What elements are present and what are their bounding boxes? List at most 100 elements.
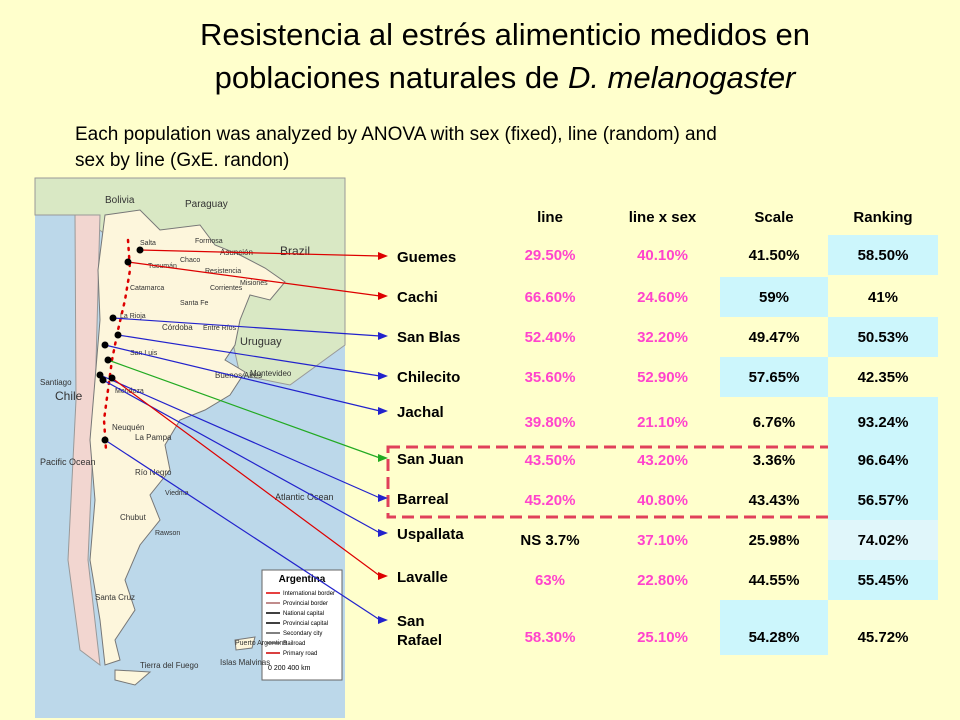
map-label: Formosa	[195, 238, 223, 245]
table-cell: 59%	[720, 277, 828, 317]
table-cell: 63%	[534, 571, 566, 589]
table-cell: 41%	[867, 288, 899, 306]
population-dot	[104, 356, 112, 364]
population-dot	[101, 436, 109, 444]
pointer-head	[378, 252, 388, 260]
row-label: Chilecito	[397, 369, 461, 386]
map-label: Misiones	[240, 280, 268, 287]
map-label: Resistencia	[205, 268, 241, 275]
map-legend-title: Argentina	[279, 574, 326, 585]
table-cell: 40.10%	[637, 246, 688, 264]
map-label: Córdoba	[162, 323, 193, 332]
title-text: poblaciones naturales de	[215, 60, 560, 95]
table-cell: NS 3.7%	[520, 531, 580, 549]
map-label: Santa Cruz	[95, 593, 135, 602]
subtitle: sex by line (GxE. randon)	[75, 150, 289, 171]
legend-item: Secondary city	[283, 631, 322, 637]
table-cell: 22.80%	[637, 571, 688, 589]
table-cell: 32.20%	[637, 328, 688, 346]
map-label: Salta	[140, 240, 156, 247]
row-label: San Rafael	[397, 613, 443, 649]
pointer-line	[117, 334, 381, 377]
table-cell: 29.50%	[524, 246, 576, 264]
map-label: Rawson	[155, 530, 180, 537]
population-dot	[136, 246, 144, 254]
table-cell: 49.47%	[748, 328, 800, 346]
table-cell: 21.10%	[637, 414, 688, 431]
row-label: Guemes	[397, 249, 457, 266]
table-cell: 96.64%	[828, 440, 938, 480]
table-cell: 35.60%	[524, 368, 576, 386]
map-label: Corrientes	[210, 285, 243, 292]
pointer-head	[378, 332, 388, 340]
table-cell: 93.24%	[828, 397, 938, 440]
pointer-line	[99, 374, 381, 499]
table-cell: 45.20%	[524, 491, 576, 509]
table-cell: 24.60%	[637, 288, 688, 306]
map-label: Chubut	[120, 513, 147, 522]
table-cell: 74.02%	[828, 520, 938, 560]
row-label: Cachi	[397, 289, 438, 306]
table-cell: 25.10%	[637, 629, 688, 646]
map-label: Catamarca	[130, 285, 164, 292]
map-label: Chaco	[180, 257, 200, 264]
sample-route	[102, 238, 132, 452]
row-label: Jachal	[397, 404, 444, 421]
map-label: Neuquén	[112, 423, 144, 432]
column-header: Ranking	[853, 209, 913, 226]
column-header: line x sex	[628, 209, 697, 226]
map-label: Islas Malvinas	[220, 658, 270, 667]
table-cell: 39.80%	[524, 414, 576, 431]
table-cell: 41.50%	[748, 246, 800, 264]
map-label: San Luis	[130, 350, 158, 357]
legend-item: Railroad	[283, 641, 305, 647]
map-label: Chile	[55, 389, 83, 403]
population-dot	[114, 331, 122, 339]
table-cell: 45.72%	[857, 629, 909, 646]
table-cell: 52.90%	[637, 368, 688, 386]
map-label: Montevideo	[250, 369, 292, 378]
population-dot	[101, 341, 109, 349]
pointer-line	[104, 439, 381, 621]
map-label: Uruguay	[240, 336, 282, 348]
population-dot	[108, 374, 116, 382]
table-cell: 43.50%	[524, 451, 576, 469]
population-dot	[109, 314, 117, 322]
legend-item: National capital	[283, 611, 324, 617]
malvinas	[234, 636, 256, 651]
map-label: La Rioja	[120, 313, 146, 320]
tierra-del-fuego	[114, 669, 152, 686]
title-line2: poblaciones naturales de D. melanogaster	[215, 60, 797, 95]
table-cell: 52.40%	[524, 328, 576, 346]
pointer-head	[378, 372, 388, 380]
pointer-line	[112, 317, 381, 337]
table-cell: 58.50%	[828, 235, 938, 275]
subtitle: Each population was analyzed by ANOVA wi…	[75, 124, 717, 145]
map-label: Bolivia	[105, 195, 135, 206]
table-cell: 43.20%	[637, 451, 688, 469]
table-cell: 55.45%	[828, 560, 938, 600]
map-label: Atlantic Ocean	[275, 492, 334, 502]
title-line1: Resistencia al estrés alimenticio medido…	[200, 17, 810, 52]
map-label: Brazil	[280, 244, 310, 258]
pointer-line	[127, 261, 381, 297]
table-cell: 40.80%	[637, 491, 688, 509]
pointer-head	[378, 572, 388, 580]
pointer-head	[378, 407, 388, 415]
table-cell: 57.65%	[720, 357, 828, 397]
legend-item: Provincial capital	[283, 621, 328, 627]
pointer-head	[378, 292, 388, 300]
map-legend	[261, 569, 343, 681]
table-cell: 25.98%	[748, 531, 800, 549]
legend-item: International border	[283, 591, 335, 597]
map-label: Viedma	[165, 490, 189, 497]
table-cell: 56.57%	[828, 480, 938, 520]
table-cell: 54.28%	[720, 600, 828, 655]
map-scale: 0 200 400 km	[268, 665, 311, 672]
row-label: Lavalle	[397, 569, 448, 586]
pointer-line	[111, 377, 381, 577]
pointer-line	[139, 249, 381, 257]
map-label: Tierra del Fuego	[140, 661, 199, 670]
